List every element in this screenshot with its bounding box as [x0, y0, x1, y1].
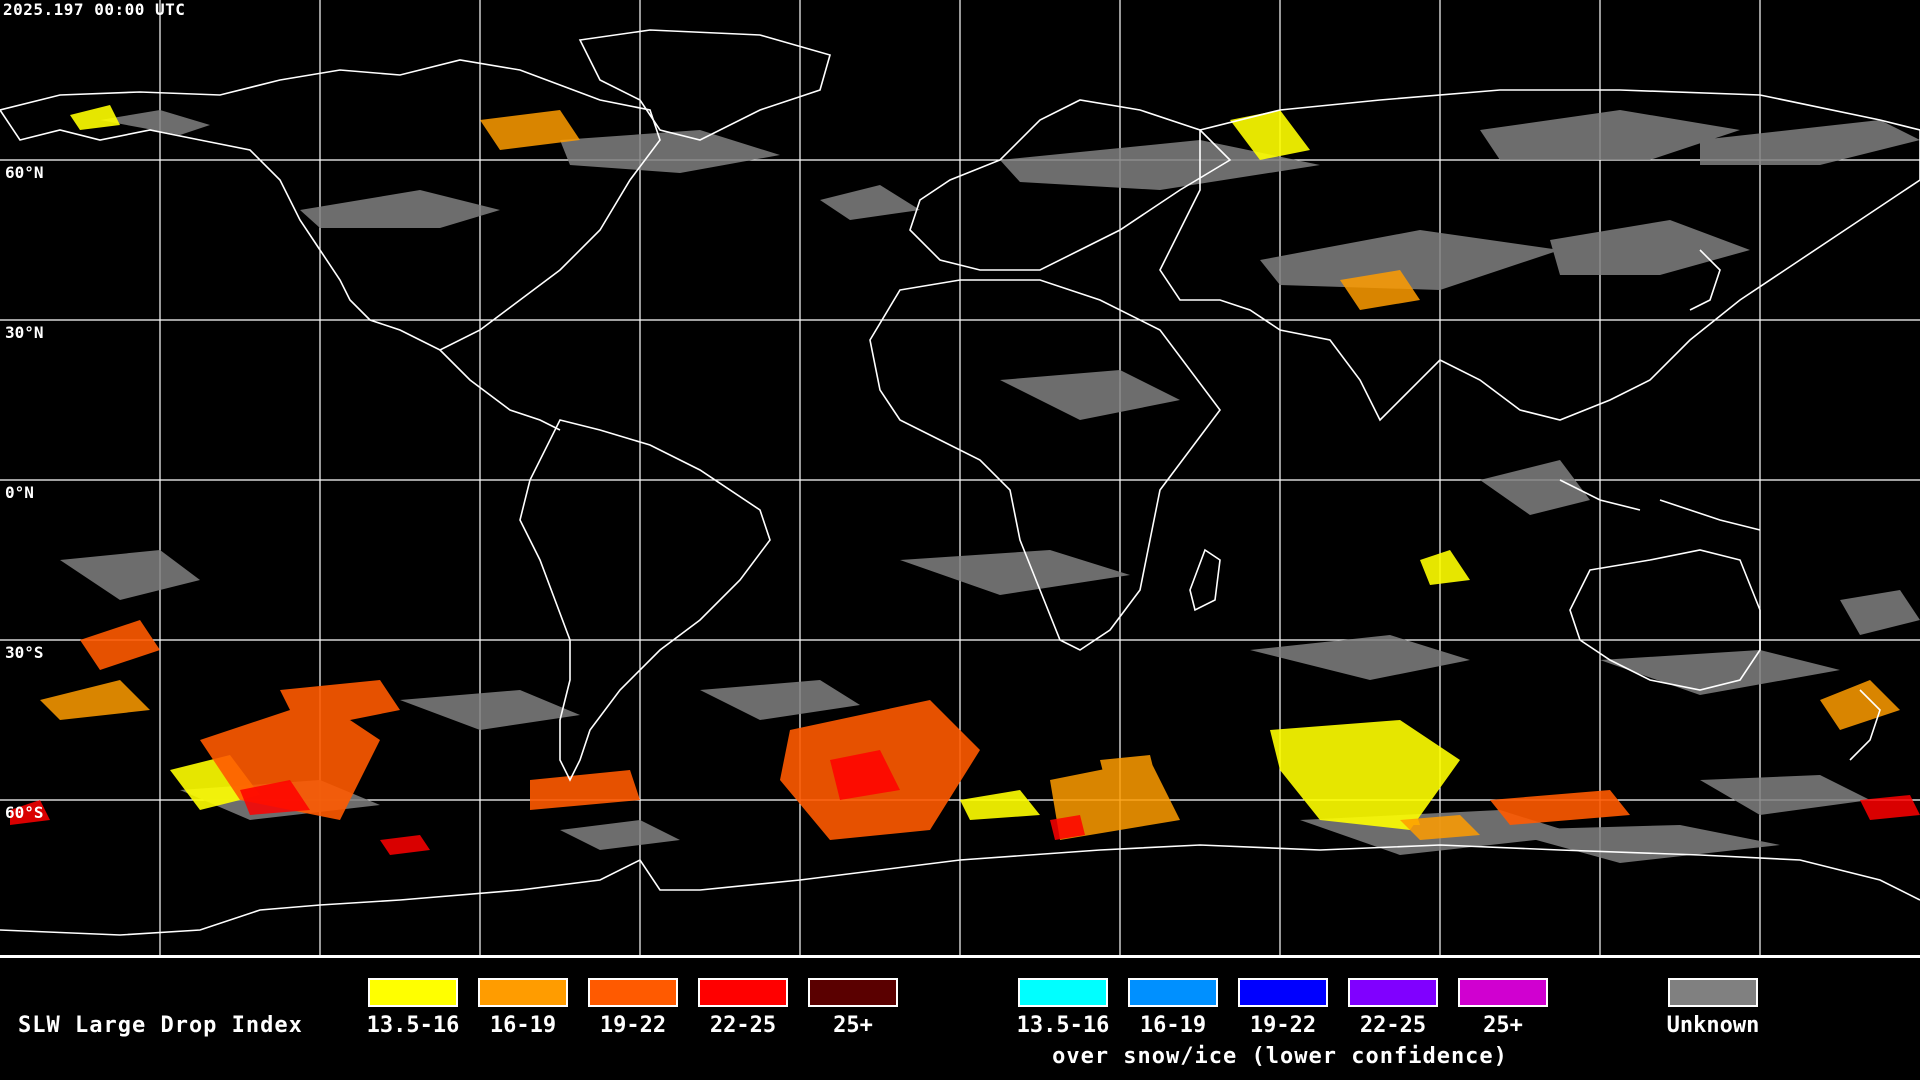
swatch-regular-22-25 — [698, 978, 788, 1007]
swatch-snow-16-19 — [1128, 978, 1218, 1007]
swatch-snow-13-5-16 — [1018, 978, 1108, 1007]
label-snow-13-5-16: 13.5-16 — [1016, 1013, 1110, 1038]
label-snow-25-plus: 25+ — [1483, 1013, 1523, 1038]
swatch-snow-25-plus — [1458, 978, 1548, 1007]
slw-yellow-areas — [70, 105, 1470, 830]
label-snow-19-22: 19-22 — [1249, 1013, 1317, 1038]
swatch-regular-16-19 — [478, 978, 568, 1007]
timestamp: 2025.197 00:00 UTC — [3, 0, 186, 19]
swatch-regular-25-plus — [808, 978, 898, 1007]
label-snow-16-19: 16-19 — [1139, 1013, 1207, 1038]
lat-label-60n: 60°N — [5, 163, 44, 182]
lat-label-30n: 30°N — [5, 323, 44, 342]
lat-label-30s: 30°S — [5, 643, 44, 662]
swatch-snow-19-22 — [1238, 978, 1328, 1007]
map-panel: 2025.197 00:00 UTC 60°N 30°N 0°N 30°S 60… — [0, 0, 1920, 955]
world-map — [0, 0, 1920, 955]
snow-ice-caption: over snow/ice (lower confidence) — [1052, 1044, 1508, 1069]
legend-title: SLW Large Drop Index — [18, 1013, 303, 1038]
label-regular-25-plus: 25+ — [833, 1013, 873, 1038]
label-regular-19-22: 19-22 — [599, 1013, 667, 1038]
legend — [0, 958, 1920, 1080]
label-regular-22-25: 22-25 — [709, 1013, 777, 1038]
lat-label-60s: 60°S — [5, 803, 44, 822]
swatch-snow-22-25 — [1348, 978, 1438, 1007]
unknown-cloud-areas — [60, 110, 1920, 863]
swatch-regular-13-5-16 — [368, 978, 458, 1007]
coastlines — [0, 29, 1920, 936]
label-unknown: Unknown — [1666, 1013, 1760, 1038]
label-snow-22-25: 22-25 — [1359, 1013, 1427, 1038]
swatch-regular-19-22 — [588, 978, 678, 1007]
lat-label-0n: 0°N — [5, 483, 34, 502]
label-regular-16-19: 16-19 — [489, 1013, 557, 1038]
slw-red-orange-areas — [80, 620, 1630, 840]
legend-divider — [0, 955, 1920, 958]
swatch-unknown — [1668, 978, 1758, 1007]
label-regular-13-5-16: 13.5-16 — [366, 1013, 460, 1038]
